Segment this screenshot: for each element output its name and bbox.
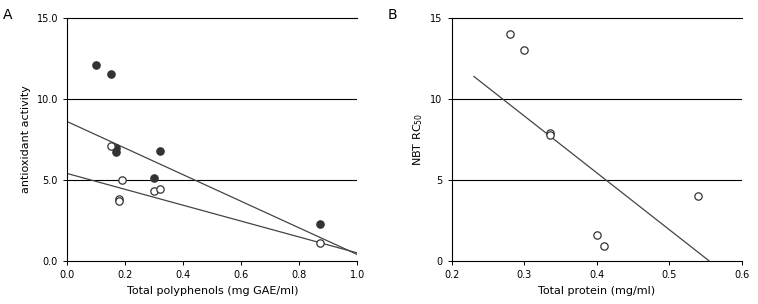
- Point: [90, 62, 102, 67]
- Text: B: B: [388, 8, 397, 22]
- Point: [113, 197, 125, 202]
- Point: [543, 132, 556, 137]
- Point: [314, 241, 326, 246]
- Point: [148, 188, 160, 193]
- Point: [113, 199, 125, 203]
- Point: [314, 221, 326, 226]
- Point: [590, 233, 603, 237]
- Point: [116, 178, 128, 182]
- Point: [148, 176, 160, 181]
- Y-axis label: NBT RC$_{50}$: NBT RC$_{50}$: [411, 113, 424, 166]
- X-axis label: Total polyphenols (mg GAE/ml): Total polyphenols (mg GAE/ml): [127, 286, 298, 296]
- Point: [154, 186, 166, 191]
- Point: [111, 145, 123, 150]
- Point: [503, 32, 515, 36]
- Point: [105, 72, 117, 77]
- Point: [692, 194, 704, 199]
- Point: [105, 143, 117, 148]
- Text: A: A: [3, 8, 13, 22]
- Y-axis label: antioxidant activity: antioxidant activity: [21, 85, 31, 193]
- Point: [598, 244, 610, 249]
- X-axis label: Total protein (mg/ml): Total protein (mg/ml): [538, 286, 656, 296]
- Point: [154, 148, 166, 153]
- Point: [543, 130, 556, 135]
- Point: [111, 150, 123, 155]
- Point: [518, 48, 531, 53]
